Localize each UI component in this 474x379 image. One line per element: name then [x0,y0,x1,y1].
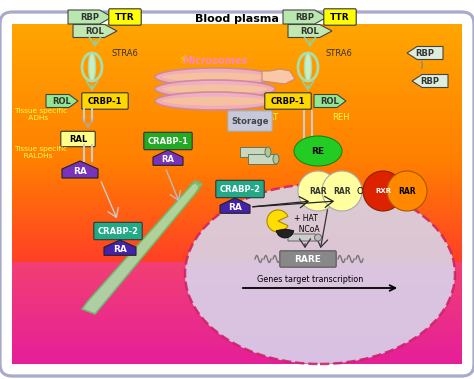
Text: RBP: RBP [295,13,315,22]
Ellipse shape [163,97,267,105]
Polygon shape [248,154,276,164]
FancyBboxPatch shape [216,180,264,198]
Ellipse shape [273,154,279,164]
FancyBboxPatch shape [109,9,141,25]
Ellipse shape [298,171,338,211]
Ellipse shape [304,53,311,81]
Text: LRAT: LRAT [258,113,278,122]
Text: Microsomes: Microsomes [182,56,248,66]
Polygon shape [412,75,448,88]
Text: ROL: ROL [53,97,72,105]
Text: CRABP-2: CRABP-2 [98,227,138,235]
Ellipse shape [185,184,455,364]
FancyBboxPatch shape [94,222,142,240]
Text: RE: RE [311,147,325,155]
Text: RBP: RBP [420,77,439,86]
Text: Genes target transcription: Genes target transcription [257,274,363,283]
Text: Tissue specific
    RALDHs: Tissue specific RALDHs [14,147,67,160]
Polygon shape [220,198,250,213]
Text: TTR: TTR [330,13,350,22]
Text: Tissue specific
      ADHs: Tissue specific ADHs [14,108,67,122]
Wedge shape [276,229,294,238]
Polygon shape [46,94,78,108]
Text: ROL: ROL [301,27,319,36]
FancyBboxPatch shape [61,131,95,147]
Wedge shape [267,210,288,232]
Polygon shape [62,161,98,178]
Ellipse shape [387,171,427,211]
Text: CRBP-1: CRBP-1 [88,97,122,105]
Text: RBP: RBP [416,49,435,58]
Ellipse shape [363,171,403,211]
Text: RA: RA [162,155,174,163]
FancyBboxPatch shape [82,93,128,109]
Text: Storage: Storage [231,116,269,125]
Polygon shape [68,10,112,24]
Polygon shape [314,94,346,108]
Ellipse shape [294,136,342,166]
Text: STRA6: STRA6 [112,50,139,58]
Polygon shape [73,25,117,38]
Ellipse shape [155,92,275,110]
Text: RA: RA [228,202,242,211]
FancyBboxPatch shape [228,111,272,131]
Polygon shape [153,150,183,165]
Text: RA: RA [113,244,127,254]
Text: CRABP-1: CRABP-1 [147,136,189,146]
Text: RAR: RAR [333,186,351,196]
Ellipse shape [265,147,271,157]
Text: CRBP-1: CRBP-1 [271,97,305,105]
Text: ⚡: ⚡ [178,55,186,65]
Ellipse shape [315,234,321,241]
Text: REH: REH [332,113,349,122]
Polygon shape [407,47,443,60]
Polygon shape [82,181,202,314]
Polygon shape [240,147,268,157]
Polygon shape [104,240,136,255]
Text: ROL: ROL [320,97,339,105]
Text: STRA6: STRA6 [326,50,353,58]
Ellipse shape [89,53,95,81]
Text: RAR: RAR [398,186,416,196]
FancyBboxPatch shape [324,9,356,25]
Ellipse shape [155,68,275,86]
Polygon shape [262,69,295,84]
FancyBboxPatch shape [265,93,311,109]
Text: TTR: TTR [115,13,135,22]
FancyBboxPatch shape [144,132,192,150]
Text: RA: RA [73,166,87,175]
Text: Blood plasma: Blood plasma [195,14,279,24]
Ellipse shape [163,72,267,81]
Text: + HAT
  NCoA: + HAT NCoA [294,214,319,234]
Text: RAR: RAR [309,186,327,196]
Polygon shape [283,10,327,24]
FancyBboxPatch shape [280,251,336,267]
Text: CRABP-2: CRABP-2 [219,185,261,194]
Ellipse shape [155,80,275,98]
Text: RARE: RARE [294,255,321,263]
Polygon shape [288,25,332,38]
Ellipse shape [322,171,362,211]
Text: ROL: ROL [86,27,104,36]
Text: RBP: RBP [81,13,100,22]
Polygon shape [288,234,318,241]
Text: RXR: RXR [375,188,391,194]
Ellipse shape [163,85,267,94]
Text: RAL: RAL [69,135,87,144]
Text: Or: Or [356,186,367,196]
